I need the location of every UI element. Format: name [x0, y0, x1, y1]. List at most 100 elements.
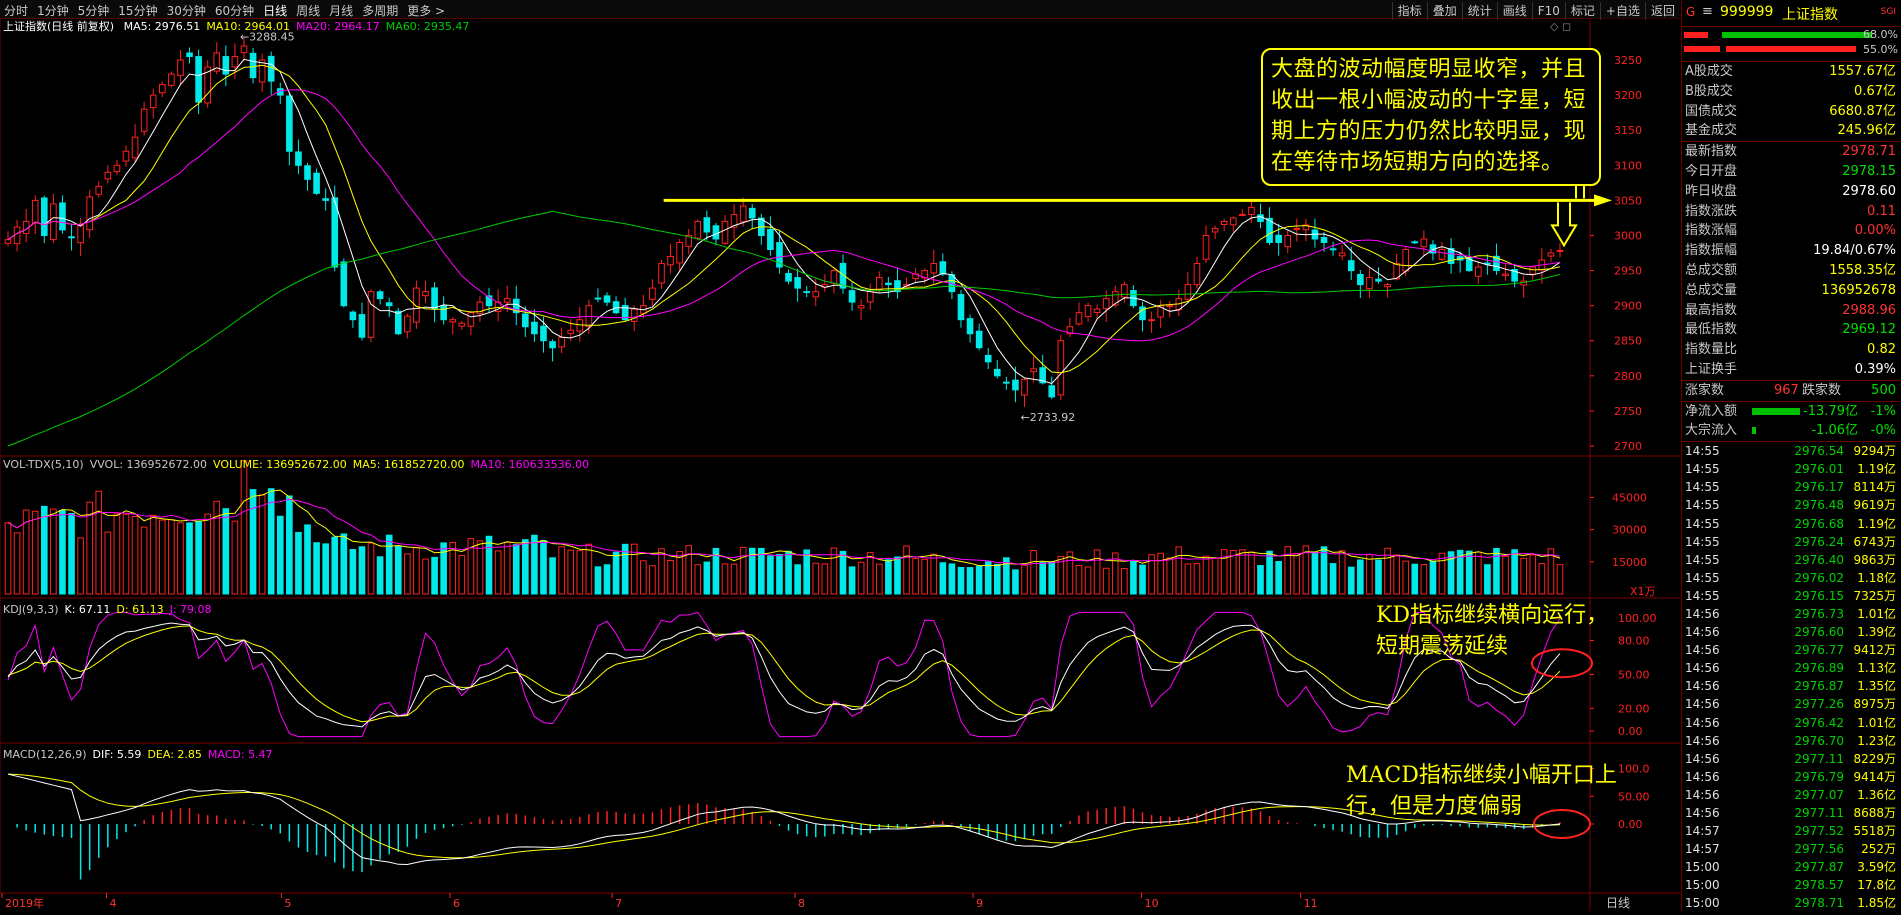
volume-bar[interactable] — [1012, 569, 1019, 595]
candle[interactable] — [331, 185, 339, 272]
candle[interactable] — [68, 223, 75, 251]
candle[interactable] — [558, 327, 565, 354]
chart-settings-icon[interactable]: ◇ ◻ — [1550, 20, 1571, 33]
toolbar-button-4[interactable]: F10 — [1531, 2, 1565, 20]
volume-bar[interactable] — [1438, 552, 1446, 595]
candle[interactable] — [431, 282, 438, 323]
candle[interactable] — [1111, 285, 1119, 308]
volume-bar[interactable] — [703, 561, 711, 595]
volume-bar[interactable] — [1066, 551, 1074, 595]
volume-bar[interactable] — [1075, 565, 1083, 595]
candle[interactable] — [839, 254, 847, 294]
volume-bar[interactable] — [930, 553, 938, 595]
volume-bar[interactable] — [1529, 554, 1537, 595]
volume-bar[interactable] — [50, 508, 57, 595]
candle[interactable] — [367, 289, 375, 343]
volume-bar[interactable] — [630, 543, 638, 595]
volume-bar[interactable] — [1375, 559, 1382, 595]
volume-bar[interactable] — [1211, 557, 1219, 595]
volume-bar[interactable] — [404, 553, 411, 595]
volume-bar[interactable] — [1447, 551, 1455, 595]
candle[interactable] — [1293, 218, 1301, 242]
candle[interactable] — [440, 296, 447, 325]
volume-bar[interactable] — [1139, 564, 1146, 595]
volume-bar[interactable] — [794, 564, 801, 595]
candle[interactable] — [1311, 218, 1319, 248]
candle[interactable] — [1093, 304, 1101, 321]
volume-bar[interactable] — [1402, 560, 1410, 595]
volume-bar[interactable] — [948, 563, 956, 595]
volume-bar[interactable] — [1538, 563, 1546, 595]
volume-bar[interactable] — [875, 563, 883, 595]
volume-bar[interactable] — [413, 546, 420, 595]
volume-bar[interactable] — [1021, 564, 1028, 595]
volume-bar[interactable] — [1411, 563, 1419, 595]
candle[interactable] — [739, 197, 747, 227]
volume-bar[interactable] — [594, 566, 602, 595]
candle[interactable] — [649, 279, 656, 306]
volume-bar[interactable] — [195, 520, 202, 595]
candle[interactable] — [957, 290, 965, 328]
volume-bar[interactable] — [286, 495, 293, 595]
volume-bar[interactable] — [812, 562, 820, 595]
volume-bar[interactable] — [1048, 561, 1056, 595]
candle[interactable] — [476, 295, 484, 322]
candle[interactable] — [1284, 230, 1292, 253]
volume-bar[interactable] — [1130, 560, 1137, 595]
candle[interactable] — [894, 267, 901, 299]
period-tab-10[interactable]: 更多 > — [407, 4, 446, 18]
candle[interactable] — [1493, 243, 1500, 275]
period-tab-5[interactable]: 60分钟 — [214, 4, 255, 18]
volume-bar[interactable] — [1193, 563, 1201, 595]
candle[interactable] — [1075, 302, 1083, 326]
volume-bar[interactable] — [1293, 552, 1301, 595]
volume-bar[interactable] — [1257, 565, 1264, 595]
candle[interactable] — [394, 307, 402, 336]
volume-bar[interactable] — [1220, 549, 1228, 595]
candle[interactable] — [267, 51, 275, 95]
volume-bar[interactable] — [603, 564, 611, 595]
volume-bar[interactable] — [131, 515, 139, 595]
candle[interactable] — [258, 53, 266, 93]
candle[interactable] — [31, 195, 39, 235]
volume-bar[interactable] — [1102, 567, 1110, 595]
period-tab-6[interactable]: 日线 — [263, 4, 288, 18]
toolbar-button-5[interactable]: 标记 — [1564, 2, 1600, 20]
candle[interactable] — [1239, 208, 1246, 217]
volume-bar[interactable] — [440, 542, 447, 595]
candle[interactable] — [40, 195, 48, 244]
volume-bar[interactable] — [231, 520, 239, 595]
volume-bar[interactable] — [204, 513, 211, 595]
candle[interactable] — [594, 288, 602, 302]
volume-bar[interactable] — [113, 513, 121, 595]
candle[interactable] — [694, 219, 702, 241]
candle[interactable] — [376, 289, 384, 305]
toolbar-button-1[interactable]: 叠加 — [1426, 2, 1462, 20]
volume-bar[interactable] — [640, 560, 647, 595]
volume-bar[interactable] — [894, 556, 901, 595]
volume-bar[interactable] — [340, 533, 348, 595]
volume-bar[interactable] — [1084, 566, 1092, 595]
candle[interactable] — [340, 258, 348, 308]
volume-bar[interactable] — [68, 512, 75, 595]
volume-bar[interactable] — [376, 556, 384, 595]
candle[interactable] — [1438, 241, 1446, 262]
volume-bar[interactable] — [304, 524, 311, 595]
volume-bar[interactable] — [748, 547, 756, 595]
volume-bar[interactable] — [222, 508, 230, 595]
candle[interactable] — [231, 43, 239, 80]
candle[interactable] — [993, 360, 1001, 379]
volume-bar[interactable] — [104, 531, 112, 595]
candle[interactable] — [404, 313, 411, 339]
candle[interactable] — [1166, 301, 1174, 318]
volume-bar[interactable] — [1057, 555, 1065, 595]
candle[interactable] — [240, 36, 248, 62]
volume-bar[interactable] — [1248, 551, 1255, 595]
volume-bar[interactable] — [912, 558, 919, 595]
candle[interactable] — [984, 347, 992, 369]
volume-bar[interactable] — [1093, 549, 1101, 595]
toolbar-button-6[interactable]: +自选 — [1599, 2, 1645, 20]
candle[interactable] — [222, 45, 230, 87]
period-tab-9[interactable]: 多周期 — [362, 4, 399, 18]
candle[interactable] — [186, 47, 193, 64]
